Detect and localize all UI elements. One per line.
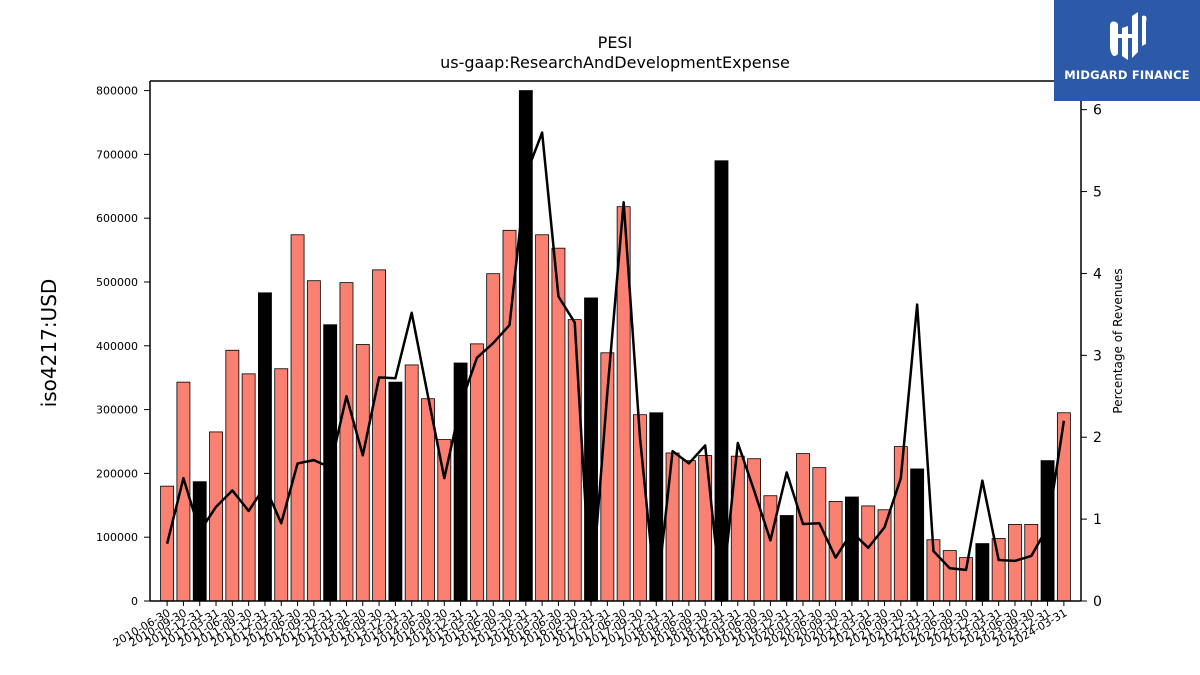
bar-2010-12-31: [192, 481, 207, 602]
y2-axis-label: Percentage of Revenues: [1111, 268, 1125, 413]
y-tick-label: 800000: [96, 85, 138, 98]
bar-2012-06-30: [290, 234, 305, 602]
bar-2013-12-31: [388, 381, 403, 602]
y2-axis-ticks: 0 1 2 3 4 5 6: [1081, 103, 1102, 610]
bar-2014-06-30: [421, 398, 435, 602]
bar-2016-06-30: [551, 247, 566, 602]
bar-2013-03-31: [339, 282, 354, 602]
bar-2013-09-30: [372, 269, 386, 602]
bar-2011-03-31: [209, 431, 223, 602]
bar-2019-09-30: [763, 495, 778, 602]
bar-2023-03-31: [991, 538, 1006, 602]
bar-2020-12-31: [845, 496, 859, 602]
axes: [149, 80, 1082, 602]
y2-tick-label: 3: [1093, 348, 1102, 364]
chart-title: PESI: [598, 33, 633, 52]
chart-subtitle: us-gaap:ResearchAndDevelopmentExpense: [440, 53, 790, 72]
y-tick-label: 700000: [96, 148, 138, 161]
y-tick-label: 0: [131, 595, 138, 608]
y-tick-label: 100000: [96, 531, 138, 544]
bar-2018-03-31: [665, 452, 680, 602]
bar-2023-12-31: [1040, 460, 1055, 602]
bar-2024-03-31: [1056, 412, 1071, 602]
bar-2016-03-31: [535, 234, 550, 602]
bar-2012-03-31: [274, 368, 289, 602]
y2-tick-label: 1: [1093, 512, 1102, 528]
bar-2015-06-30: [486, 273, 501, 602]
bar-2023-09-30: [1024, 524, 1039, 602]
bar-2020-03-31: [796, 453, 810, 602]
bar-2013-06-30: [355, 344, 370, 602]
bar-2018-12-31: [714, 160, 729, 602]
bar-2022-12-31: [975, 543, 990, 602]
x-axis-ticks: 2010-06-302010-09-302010-12-312011-03-31…: [111, 601, 1069, 650]
bar-2021-12-31: [910, 468, 925, 602]
bar-2022-06-30: [942, 550, 957, 602]
bar-2017-12-31: [649, 412, 664, 602]
bar-2019-12-31: [779, 515, 794, 602]
y-tick-label: 300000: [96, 404, 138, 417]
bar-series: [160, 90, 1071, 602]
bar-2011-06-30: [225, 349, 240, 602]
y2-tick-label: 5: [1093, 185, 1102, 201]
y-tick-label: 200000: [96, 467, 138, 480]
midgard-logo-icon: [1110, 12, 1147, 60]
percentage-line-series: [165, 131, 1066, 603]
y2-tick-label: 2: [1093, 430, 1102, 446]
bar-2015-03-31: [469, 343, 484, 602]
bar-2011-12-31: [258, 292, 272, 602]
bar-2014-03-31: [404, 364, 419, 602]
y-axis-ticks: 0 100000 200000 300000 400000 500000 600000 700…: [96, 85, 150, 608]
bar-2018-06-30: [681, 460, 696, 602]
bar-2015-12-31: [518, 90, 533, 602]
bar-2014-09-30: [437, 439, 452, 602]
bar-2014-12-31: [453, 362, 468, 602]
y-tick-label: 400000: [96, 340, 138, 353]
bar-2012-09-30: [306, 280, 321, 602]
logo-text: MIDGARD FINANCE: [1064, 68, 1190, 82]
bar-2016-09-30: [567, 319, 582, 602]
y2-tick-label: 4: [1093, 266, 1102, 282]
bar-2011-09-30: [241, 373, 256, 602]
y-tick-label: 500000: [96, 276, 138, 289]
y-tick-label: 600000: [96, 212, 138, 225]
bar-2023-06-30: [1008, 524, 1022, 602]
percentage-line: [165, 131, 1066, 603]
y2-tick-label: 6: [1093, 103, 1102, 119]
y-axis-label: iso4217:USD: [37, 279, 61, 408]
brand-logo: MIDGARD FINANCE: [1054, 0, 1200, 101]
y2-tick-label: 0: [1093, 594, 1102, 610]
bar-2021-03-31: [861, 505, 876, 602]
